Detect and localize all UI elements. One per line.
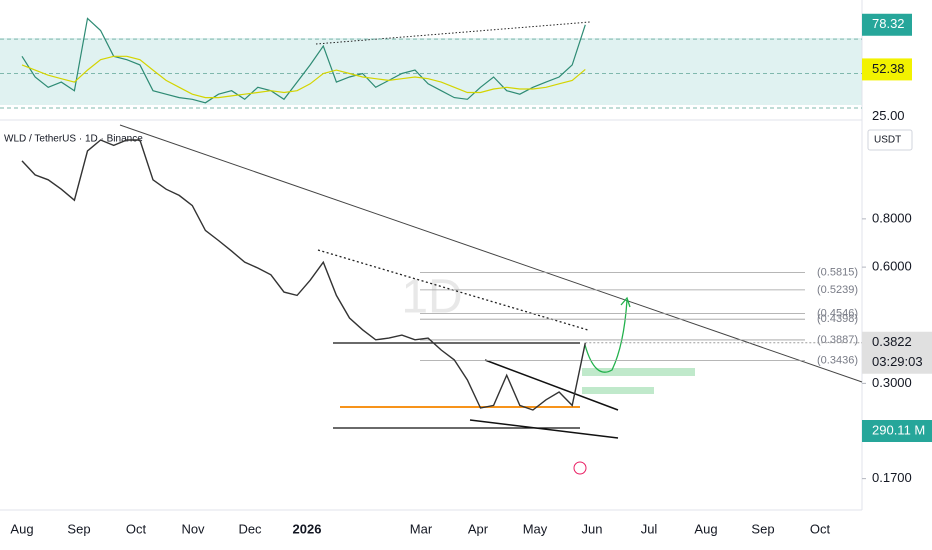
x-tick-label: Oct [126,521,147,536]
rsi-band [0,38,862,105]
trendline [119,124,863,383]
x-tick-label: Aug [694,521,717,536]
volume-label: 290.11 M [872,422,925,437]
fib-label: (0.5239) [817,284,858,296]
x-tick-label: May [523,521,548,536]
rsi-pane [0,0,862,108]
rsi-value-box [862,58,912,81]
rsi-value-box [862,13,912,36]
currency-box [867,129,913,151]
rsi-tick-label: 25.00 [872,108,905,123]
arrow-head [620,296,631,308]
projection-arrow [584,299,628,373]
rsi-value-label: 78.32 [872,16,905,31]
fib-label: (0.5815) [817,266,858,278]
y-tick-label: 0.1700 [872,470,912,485]
price-line [21,139,586,411]
event-icon [573,461,587,475]
x-tick-label: Nov [181,521,205,536]
rsi-value-label: 52.38 [872,61,905,76]
fib-label: (0.3887) [817,334,858,346]
x-tick-label: Oct [810,521,831,536]
wedge-top [484,359,619,411]
last-price-box [862,331,932,374]
fib-label: (0.4398) [817,313,858,325]
last-price-label: 0.3822 [872,334,912,349]
y-tick-label: 0.8000 [872,210,912,225]
x-tick-label: Jun [582,521,603,536]
dynamic-layer: 25.00 78.32 52.38 0.8000 0.6000 0.3000 0.1700 (… [0,13,932,536]
watermark: 1D [401,271,462,324]
volume-box [862,420,932,442]
y-tick-label: 0.6000 [872,259,912,274]
x-tick-label: Dec [238,521,262,536]
currency: USDT [874,135,901,146]
target-zone [582,368,695,376]
fib-label: (0.4546) [817,308,858,320]
x-tick-label: Sep [67,521,90,536]
x-tick-label: Aug [10,521,33,536]
x-tick-label: Sep [751,521,774,536]
x-tick-label: Mar [410,521,433,536]
rsi-line [21,55,586,99]
x-tick-label: Jul [641,521,658,536]
fib-label: (0.3436) [817,355,858,367]
symbol-title: WLD / TetherUS · 1D · Binance [4,134,143,145]
y-tick-label: 0.3000 [872,375,912,390]
countdown: 03:29:03 [872,354,923,369]
target-zone [582,387,654,394]
wedge-bottom [469,419,619,439]
x-tick-label: 2026 [293,521,322,536]
rsi-trendline [315,21,591,45]
x-tick-label: Apr [468,521,489,536]
